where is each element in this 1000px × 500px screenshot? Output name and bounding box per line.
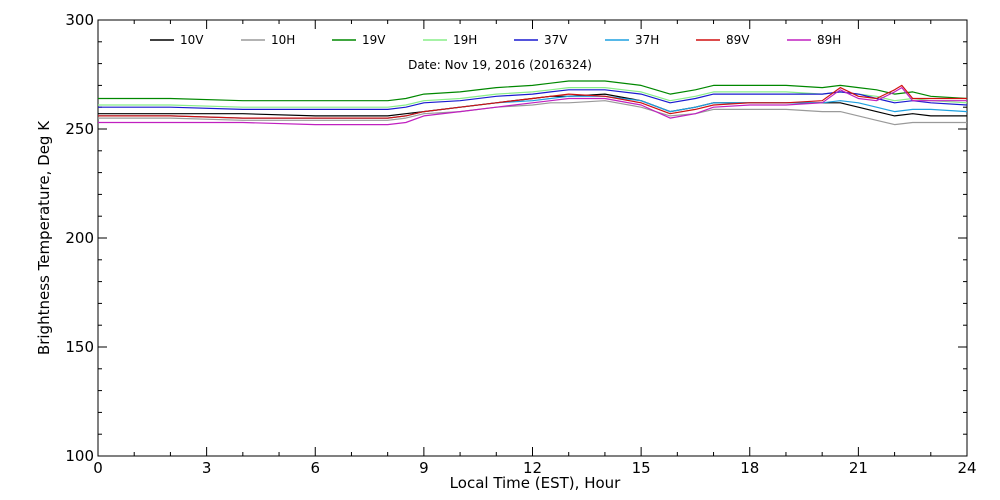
series-line-89h bbox=[98, 86, 967, 126]
legend-label-19v: 19V bbox=[362, 33, 386, 47]
x-tick-label: 3 bbox=[202, 459, 212, 477]
legend-label-89h: 89H bbox=[817, 33, 841, 47]
x-tick-label: 15 bbox=[632, 459, 651, 477]
y-tick-label: 250 bbox=[65, 120, 94, 138]
legend-label-37h: 37H bbox=[635, 33, 659, 47]
legend: 10V 10H 19V 19H 37V 37H 89V 89H bbox=[150, 33, 841, 47]
legend-label-19h: 19H bbox=[453, 33, 477, 47]
legend-label-10v: 10V bbox=[180, 33, 204, 47]
y-tick-label: 150 bbox=[65, 338, 94, 356]
x-tick-label: 0 bbox=[93, 459, 103, 477]
y-axis-title: Brightness Temperature, Deg K bbox=[35, 120, 53, 355]
series-line-10v bbox=[98, 93, 967, 117]
legend-label-89v: 89V bbox=[726, 33, 750, 47]
y-tick-label: 200 bbox=[65, 229, 94, 247]
x-tick-label: 12 bbox=[523, 459, 542, 477]
series-lines bbox=[98, 80, 968, 126]
legend-label-37v: 37V bbox=[544, 33, 568, 47]
axis-ticks: 0 3 6 9 12 15 18 21 24 100 150 200 250 300 bbox=[65, 11, 976, 477]
series-line-19h bbox=[98, 86, 968, 108]
y-tick-label: 300 bbox=[65, 11, 94, 29]
series-line-37v bbox=[98, 89, 968, 111]
series-line-10h bbox=[98, 100, 967, 126]
x-tick-label: 24 bbox=[957, 459, 976, 477]
legend-label-10h: 10H bbox=[271, 33, 295, 47]
chart-title: Date: Nov 19, 2016 (2016324) bbox=[408, 58, 592, 72]
x-tick-label: 18 bbox=[740, 459, 759, 477]
y-tick-label: 100 bbox=[65, 447, 94, 465]
x-tick-label: 9 bbox=[419, 459, 429, 477]
series-line-89v bbox=[98, 84, 967, 119]
x-tick-label: 21 bbox=[849, 459, 868, 477]
x-tick-label: 6 bbox=[310, 459, 320, 477]
series-line-19v bbox=[98, 80, 968, 102]
x-axis-title: Local Time (EST), Hour bbox=[450, 474, 621, 492]
